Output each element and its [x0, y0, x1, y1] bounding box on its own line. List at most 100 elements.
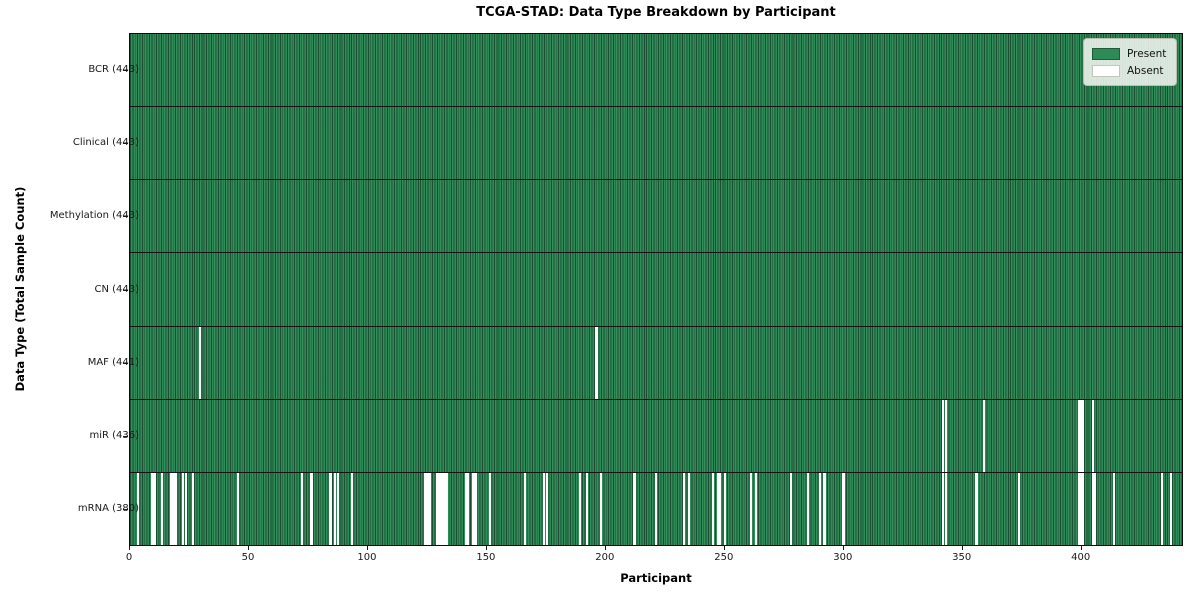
y-tick-label: miR (436) [89, 430, 139, 442]
bar-edges-texture [130, 107, 1182, 180]
absent-stripe [191, 472, 194, 545]
absent-stripe [944, 399, 947, 472]
absent-stripe [723, 472, 726, 545]
absent-stripe [1091, 399, 1094, 472]
legend-entry-present: Present [1092, 45, 1168, 62]
legend-label-present: Present [1127, 47, 1167, 60]
heatmap-row-clinical [130, 106, 1182, 180]
heatmap-row-bcr [130, 34, 1182, 107]
present-swatch-icon [1092, 47, 1120, 60]
x-tick-label: 300 [833, 552, 853, 563]
absent-stripe [585, 472, 589, 545]
x-axis-title: Participant [620, 571, 692, 585]
absent-stripe [474, 472, 477, 545]
absent-stripe [975, 472, 978, 545]
legend: Present Absent [1083, 38, 1177, 86]
bar-edges-texture [130, 399, 1182, 472]
absent-stripe [310, 472, 313, 545]
bar-edges-texture [130, 326, 1182, 399]
absent-stripe [1094, 472, 1097, 545]
absent-stripe [654, 472, 657, 545]
absent-stripe [842, 472, 845, 545]
absent-stripe [1170, 472, 1173, 545]
absent-stripe [683, 472, 686, 545]
x-tick-mark [1080, 546, 1082, 550]
y-tick-mark [123, 216, 128, 218]
heatmap-row-mrna [130, 471, 1182, 545]
absent-stripe [600, 472, 603, 545]
absent-stripe [1160, 472, 1163, 545]
x-tick-mark [247, 546, 249, 550]
absent-stripe [749, 472, 752, 545]
x-tick-mark [842, 546, 844, 550]
absent-stripe [488, 472, 491, 545]
legend-entry-absent: Absent [1092, 62, 1168, 79]
absent-stripe [1082, 399, 1085, 472]
absent-stripe [578, 472, 581, 545]
absent-stripe [806, 472, 809, 545]
absent-stripe [1018, 472, 1021, 545]
absent-stripe [595, 326, 598, 399]
y-tick-label: BCR (443) [88, 63, 139, 75]
y-tick-mark [123, 142, 128, 144]
plot-area [129, 33, 1183, 546]
chart-title: TCGA-STAD: Data Type Breakdown by Partic… [476, 5, 836, 20]
x-tick-label: 400 [1071, 552, 1091, 563]
absent-stripe [1082, 472, 1085, 545]
x-tick-label: 0 [125, 552, 133, 563]
absent-stripe [633, 472, 636, 545]
absent-stripe [175, 472, 178, 545]
absent-stripe [545, 472, 548, 545]
bar-edges-texture [130, 34, 1182, 107]
absent-stripe [823, 472, 826, 545]
bar-edges-texture [130, 180, 1182, 253]
y-tick-mark [123, 436, 128, 438]
absent-stripe [329, 472, 332, 545]
absent-stripe [524, 472, 527, 545]
absent-stripe [818, 472, 821, 545]
heatmap-row-maf [130, 325, 1182, 399]
absent-stripe [688, 472, 691, 545]
y-tick-label: mRNA (380) [77, 503, 139, 515]
y-tick-label: Clinical (443) [72, 136, 139, 148]
y-tick-label: MAF (441) [87, 356, 139, 368]
absent-swatch-icon [1092, 64, 1120, 77]
absent-stripe [429, 472, 432, 545]
x-tick-mark [723, 546, 725, 550]
x-tick-mark [485, 546, 487, 550]
absent-stripe [153, 472, 156, 545]
x-tick-label: 350 [952, 552, 972, 563]
absent-stripe [467, 472, 470, 545]
x-tick-mark [961, 546, 963, 550]
x-tick-mark [604, 546, 606, 550]
absent-stripe [1113, 472, 1116, 545]
y-tick-mark [123, 289, 128, 291]
y-tick-mark [123, 509, 128, 511]
absent-stripe [300, 472, 304, 545]
x-tick-label: 250 [714, 552, 734, 563]
absent-stripe [350, 472, 354, 545]
x-tick-label: 150 [476, 552, 496, 563]
y-tick-label: CN (443) [94, 283, 139, 295]
heatmap-row-methylation [130, 179, 1182, 253]
legend-label-absent: Absent [1127, 64, 1164, 77]
heatmap-row-mir [130, 398, 1182, 472]
absent-stripe [236, 472, 240, 545]
absent-stripe [160, 472, 164, 545]
absent-stripe [184, 472, 187, 545]
absent-stripe [711, 472, 714, 545]
y-tick-mark [123, 362, 128, 364]
absent-stripe [445, 472, 449, 545]
absent-stripe [718, 472, 722, 545]
y-tick-label: Methylation (443) [49, 210, 139, 222]
bar-edges-texture [130, 253, 1182, 326]
absent-stripe [944, 472, 947, 545]
absent-stripe [754, 472, 757, 545]
x-tick-mark [366, 546, 368, 550]
absent-stripe [198, 326, 202, 399]
absent-stripe [336, 472, 339, 545]
heatmap-row-cn [130, 252, 1182, 326]
x-tick-label: 100 [357, 552, 377, 563]
absent-stripe [790, 472, 793, 545]
